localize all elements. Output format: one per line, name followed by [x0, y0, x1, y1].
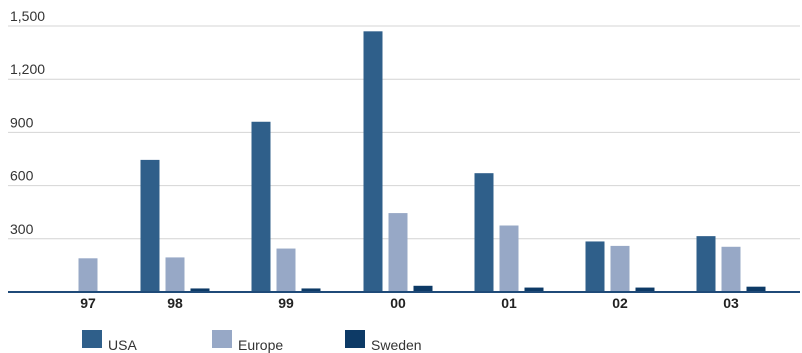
x-tick-label: 99: [278, 295, 294, 311]
bar-usa-98: [140, 159, 160, 292]
legend-label-europe: Europe: [238, 337, 284, 353]
bar-usa-00: [363, 31, 383, 292]
bar-usa-01: [474, 173, 494, 292]
legend-item-usa: USA: [82, 330, 212, 352]
x-tick-label: 00: [390, 295, 406, 311]
x-tick-label: 97: [80, 295, 96, 311]
legend-label-usa: USA: [108, 337, 137, 353]
x-tick-label: 98: [167, 295, 183, 311]
bar-usa-02: [585, 241, 605, 292]
bar-sweden-98: [190, 288, 210, 292]
y-tick-label: 1,500: [10, 8, 45, 24]
y-tick-label: 300: [10, 221, 34, 237]
legend: USA Europe Sweden: [82, 330, 422, 352]
bar-sweden-99: [301, 288, 321, 292]
bar-europe-01: [499, 225, 519, 292]
bar-europe-00: [388, 213, 408, 292]
y-tick-label: 600: [10, 168, 34, 184]
bar-europe-98: [165, 257, 185, 292]
bar-sweden-00: [413, 285, 433, 292]
x-tick-label: 03: [723, 295, 739, 311]
bar-sweden-03: [746, 286, 766, 292]
bar-europe-03: [721, 246, 741, 292]
legend-swatch-usa: [82, 330, 102, 348]
y-tick-label: 900: [10, 114, 34, 130]
bar-usa-03: [696, 236, 716, 292]
x-tick-label: 01: [501, 295, 517, 311]
bar-sweden-02: [635, 287, 655, 292]
bar-usa-99: [251, 121, 271, 292]
bar-europe-97: [78, 258, 98, 292]
x-tick-label: 02: [612, 295, 628, 311]
legend-item-sweden: Sweden: [345, 330, 422, 352]
bar-europe-02: [610, 245, 630, 292]
y-tick-label: 1,200: [10, 61, 45, 77]
bar-europe-99: [276, 248, 296, 292]
legend-item-europe: Europe: [212, 330, 345, 352]
legend-swatch-europe: [212, 330, 232, 348]
legend-label-sweden: Sweden: [371, 337, 422, 353]
legend-swatch-sweden: [345, 330, 365, 348]
bar-sweden-01: [524, 287, 544, 292]
